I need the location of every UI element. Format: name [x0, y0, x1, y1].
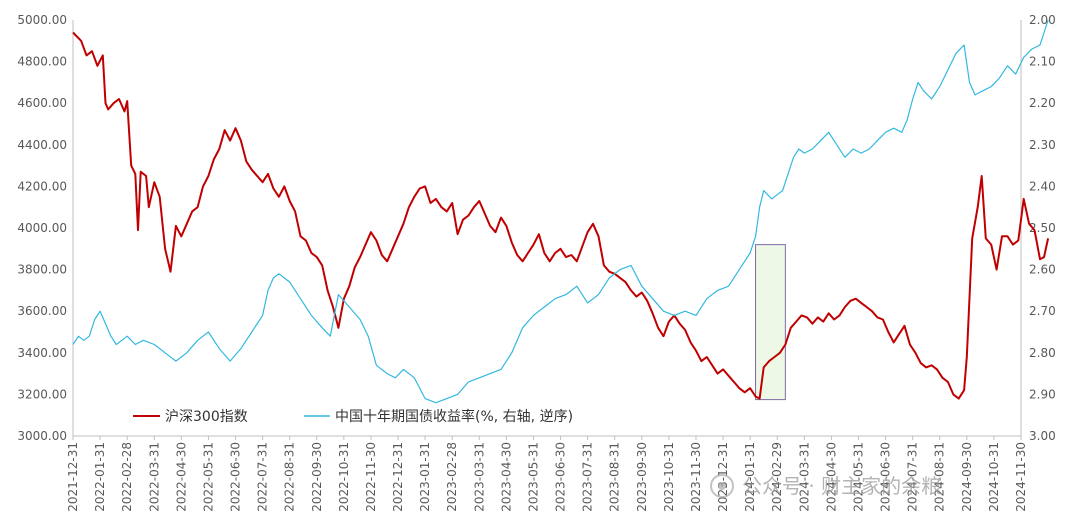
- x-tick-label: 2023-06-30: [554, 442, 568, 512]
- x-tick-label: 2022-04-30: [174, 442, 188, 512]
- x-tick-label: 2022-06-30: [229, 442, 243, 512]
- y-left-tick-label: 5000.00: [17, 13, 67, 27]
- x-tick-label: 2024-05-31: [851, 442, 865, 512]
- x-tick-label: 2022-07-31: [256, 442, 270, 512]
- y-right-tick-label: 2.60: [1029, 263, 1056, 277]
- x-tick-label: 2022-10-31: [337, 442, 351, 512]
- x-tick-label: 2023-10-31: [662, 442, 676, 512]
- x-tick-label: 2023-07-31: [581, 442, 595, 512]
- x-tick-label: 2021-12-31: [66, 442, 80, 512]
- legend-label-bond-yield: 中国十年期国债收益率(%, 右轴, 逆序): [335, 408, 573, 425]
- x-tick-label: 2022-11-30: [364, 442, 378, 512]
- watermark-text: 公众号 · 财主家的余粮: [742, 474, 941, 498]
- x-tick-label: 2024-09-30: [960, 442, 974, 512]
- y-left-tick-label: 4400.00: [17, 138, 67, 152]
- y-left-tick-label: 4600.00: [17, 96, 67, 110]
- y-left-tick-label: 4200.00: [17, 179, 67, 193]
- x-tick-label: 2022-12-31: [391, 442, 405, 512]
- y-left-tick-label: 3000.00: [17, 429, 67, 443]
- y-left-tick-label: 3400.00: [17, 346, 67, 360]
- x-tick-label: 2024-06-30: [879, 442, 893, 512]
- y-right-tick-label: 2.70: [1029, 304, 1056, 318]
- x-tick-label: 2022-08-31: [283, 442, 297, 512]
- x-tick-label: 2024-08-31: [933, 442, 947, 512]
- y-right-tick-label: 2.90: [1029, 387, 1056, 401]
- series-line-bond-yield: [72, 19, 1049, 404]
- series-line-csi300: [72, 31, 1050, 400]
- watermark: 公众号 · 财主家的余粮: [710, 474, 941, 498]
- x-tick-label: 2023-01-31: [418, 442, 432, 512]
- x-tick-label: 2023-09-30: [635, 442, 649, 512]
- watermark-logo-dot: [718, 482, 726, 490]
- y-right-tick-label: 2.30: [1029, 138, 1056, 152]
- y-right-tick-label: 2.20: [1029, 96, 1056, 110]
- y-left-tick-label: 3800.00: [17, 263, 67, 277]
- y-left-tick-label: 3600.00: [17, 304, 67, 318]
- watermark-logo-icon: [710, 474, 734, 498]
- x-tick-label: 2022-02-28: [120, 442, 134, 512]
- y-right-tick-label: 2.80: [1029, 346, 1056, 360]
- y-right-tick-label: 2.10: [1029, 55, 1056, 69]
- x-tick-label: 2024-03-31: [797, 442, 811, 512]
- x-tick-label: 2024-01-31: [743, 442, 757, 512]
- highlight-box: [755, 244, 786, 401]
- x-tick-label: 2023-04-30: [499, 442, 513, 512]
- x-tick-label: 2022-01-31: [93, 442, 107, 512]
- x-tick-label: 2024-04-30: [824, 442, 838, 512]
- x-tick-label: 2022-09-30: [310, 442, 324, 512]
- y-right-tick-label: 2.40: [1029, 179, 1056, 193]
- x-tick-label: 2022-05-31: [201, 442, 215, 512]
- y-right-tick-label: 3.00: [1029, 429, 1056, 443]
- y-left-tick-label: 4000.00: [17, 221, 67, 235]
- x-tick-label: 2024-07-31: [906, 442, 920, 512]
- x-tick-label: 2024-11-30: [1014, 442, 1028, 512]
- x-tick-label: 2023-03-31: [472, 442, 486, 512]
- x-tick-label: 2024-02-29: [770, 442, 784, 512]
- x-tick-label: 2024-10-31: [987, 442, 1001, 512]
- x-tick-label: 2023-08-31: [608, 442, 622, 512]
- legend: 沪深300指数 中国十年期国债收益率(%, 右轴, 逆序): [133, 408, 573, 425]
- y-right-tick-label: 2.00: [1029, 13, 1056, 27]
- x-tick-label: 2022-03-31: [147, 442, 161, 512]
- x-tick-label: 2023-12-31: [716, 442, 730, 512]
- legend-label-csi300: 沪深300指数: [165, 409, 248, 425]
- x-tick-label: 2023-11-30: [689, 442, 703, 512]
- x-tick-label: 2023-05-31: [526, 442, 540, 512]
- y-left-tick-label: 4800.00: [17, 55, 67, 69]
- x-tick-label: 2023-02-28: [445, 442, 459, 512]
- y-left-tick-label: 3200.00: [17, 387, 67, 401]
